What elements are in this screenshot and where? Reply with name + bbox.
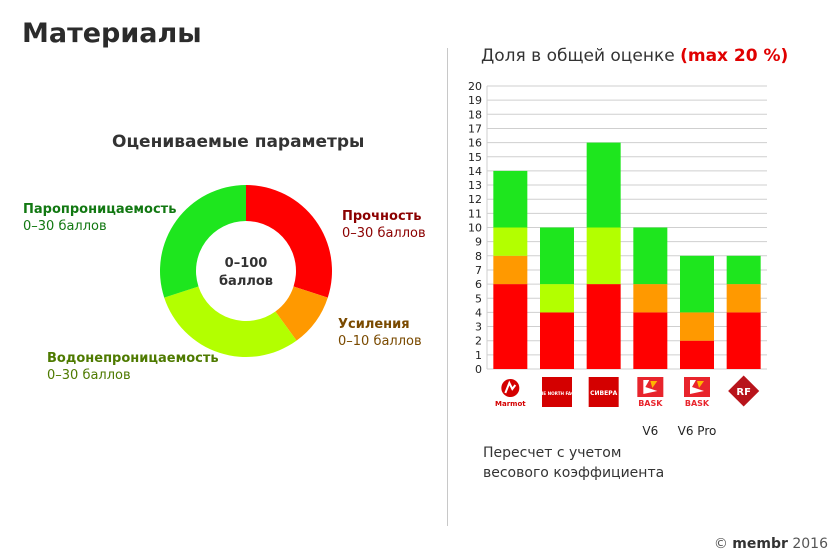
logo-box	[542, 377, 572, 407]
segment-label-reinforcement: Усиления 0–10 баллов	[338, 316, 422, 350]
y-tick-label: 13	[468, 179, 482, 192]
segment-range: 0–30 баллов	[342, 226, 426, 241]
bar-segment	[493, 255, 528, 285]
segment-name: Водонепроницаемость	[47, 351, 219, 366]
bar-segment	[540, 284, 574, 313]
copyright-brand: membr	[732, 536, 788, 552]
logo-box	[637, 377, 664, 397]
logo-mark	[650, 381, 658, 388]
logo-mark	[643, 380, 658, 394]
logo-text: THE NORTH FACE	[537, 391, 577, 396]
y-tick-label: 15	[468, 151, 482, 164]
y-tick-label: 12	[468, 193, 482, 206]
logo-box	[728, 375, 760, 407]
logo-box	[588, 377, 619, 407]
segment-label-waterproof: Водонепроницаемость 0–30 баллов	[47, 350, 219, 384]
y-tick-label: 4	[475, 306, 482, 319]
logo-text: BASK	[638, 399, 663, 408]
brand-logo-5: RF	[728, 375, 760, 407]
bar-segment	[493, 170, 528, 228]
segment-range: 0–30 баллов	[47, 368, 131, 383]
footnote: Пересчет с учетом весового коэффициента	[483, 445, 665, 481]
y-tick-label: 11	[468, 207, 482, 220]
donut-center-line1: 0–100	[225, 256, 268, 271]
logo-text: СИВЕРА	[590, 390, 617, 397]
y-tick-label: 7	[475, 264, 482, 277]
bar-segment	[586, 142, 621, 228]
category-label: V6	[642, 424, 658, 438]
bar-segment	[540, 227, 574, 285]
divider	[447, 48, 448, 526]
bar-segment	[680, 255, 714, 313]
y-tick-label: 17	[468, 122, 482, 135]
logo-mark	[501, 379, 520, 397]
logo-text: RF	[736, 387, 751, 398]
donut-center-line2: баллов	[219, 274, 273, 289]
y-tick-label: 19	[468, 94, 482, 107]
y-tick-label: 1	[475, 349, 482, 362]
logo-box	[684, 377, 710, 397]
bar-chart-title: Доля в общей оценке (max 20 %)	[481, 46, 788, 66]
copyright-symbol: ©	[713, 536, 728, 552]
y-tick-label: 0	[475, 363, 482, 376]
y-tick-label: 3	[475, 321, 482, 334]
segment-name: Прочность	[342, 209, 422, 224]
brand-logo-3: BASK	[637, 377, 664, 408]
bar-chart-title-highlight: (max 20 %)	[680, 46, 789, 66]
y-tick-label: 14	[468, 165, 482, 178]
bar-segment	[726, 284, 761, 313]
category-label: V6 Pro	[678, 424, 717, 438]
copyright-year: 2016	[792, 536, 828, 552]
donut-segment-3	[160, 185, 246, 298]
brand-logo-0: Marmot	[495, 379, 526, 408]
y-tick-label: 18	[468, 108, 482, 121]
brand-logo-4: BASK	[684, 377, 710, 408]
y-tick-label: 20	[468, 80, 482, 93]
bar-segment	[680, 340, 714, 369]
donut-segment-1	[275, 286, 328, 341]
brand-logo-2: СИВЕРА	[588, 377, 619, 407]
bar-segment	[586, 227, 621, 285]
bar-segment	[493, 284, 528, 369]
page-title: Материалы	[22, 18, 202, 49]
y-tick-label: 5	[475, 292, 482, 305]
brand-logo-1: THE NORTH FACE	[537, 377, 577, 407]
segment-label-strength: Прочность 0–30 баллов	[342, 208, 426, 242]
segment-range: 0–10 баллов	[338, 334, 422, 349]
y-tick-label: 10	[468, 222, 482, 235]
segment-name: Усиления	[338, 317, 410, 332]
logo-text: Marmot	[495, 400, 526, 408]
bar-segment	[633, 312, 668, 369]
bar-segment	[493, 227, 528, 256]
bar-segment	[540, 312, 574, 369]
bar-segment	[586, 284, 621, 369]
logo-text: BASK	[685, 399, 710, 408]
bar-segment	[680, 312, 714, 341]
logo-mark	[504, 380, 517, 394]
segment-range: 0–30 баллов	[23, 219, 107, 234]
segment-label-breathability: Паропроницаемость 0–30 баллов	[23, 201, 176, 235]
donut-segment-2	[164, 286, 297, 357]
bar-chart-title-text: Доля в общей оценке	[481, 46, 681, 66]
copyright: © membr 2016	[714, 536, 828, 552]
bar-segment	[726, 312, 761, 369]
y-tick-label: 9	[475, 236, 482, 249]
y-tick-label: 6	[475, 278, 482, 291]
y-tick-label: 8	[475, 250, 482, 263]
bar-segment	[726, 255, 761, 285]
y-tick-label: 2	[475, 335, 482, 348]
segment-name: Паропроницаемость	[23, 202, 177, 217]
logo-mark	[690, 380, 704, 394]
donut-title: Оцениваемые параметры	[112, 132, 365, 152]
bar-segment	[633, 227, 668, 285]
bar-segment	[633, 284, 668, 313]
y-tick-label: 16	[468, 137, 482, 150]
donut-segment-0	[246, 185, 332, 298]
logo-mark	[697, 381, 704, 388]
